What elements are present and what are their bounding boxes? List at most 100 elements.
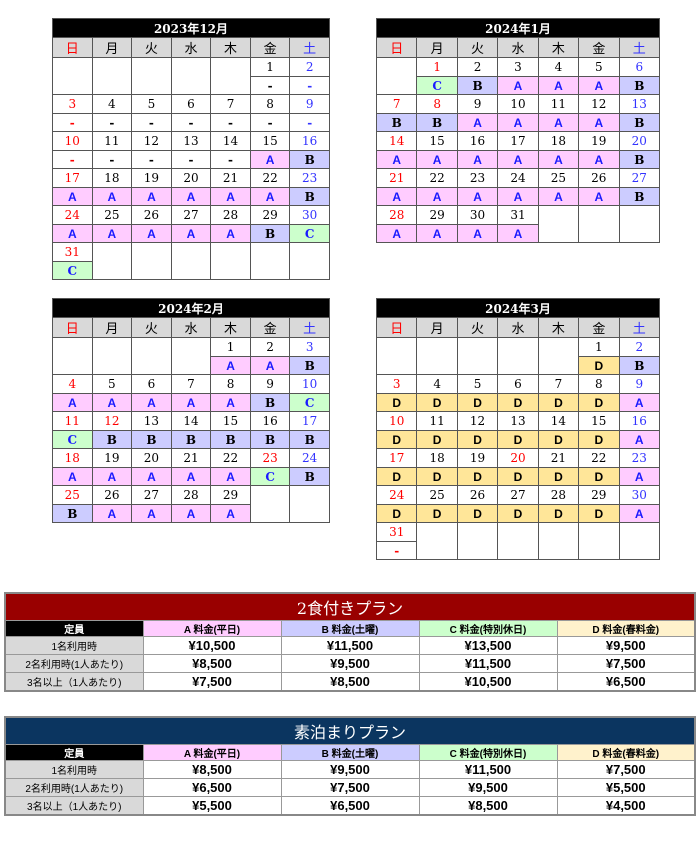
empty-cell bbox=[170, 57, 212, 95]
calendar-title: 2023年12月 bbox=[52, 18, 330, 38]
plan-header-cell: C 料金(特別休日) bbox=[418, 744, 558, 761]
date-cell: 29 bbox=[210, 485, 251, 505]
plan-row-label: 3名以上（1人あたり) bbox=[4, 672, 144, 692]
date-cell: 24 bbox=[497, 168, 539, 188]
rate-cell: A bbox=[375, 150, 418, 169]
date-cell: 4 bbox=[91, 94, 133, 114]
price-cell: ¥8,500 bbox=[418, 796, 558, 816]
empty-cell bbox=[170, 337, 212, 375]
plan-row: 2名利用時(1人あたり) ¥8,500 ¥9,500 ¥11,500 ¥7,500 bbox=[4, 654, 696, 673]
date-cell: 9 bbox=[289, 94, 330, 114]
plan-title: 2食付きプラン bbox=[4, 592, 696, 621]
price-cell: ¥6,500 bbox=[142, 778, 282, 797]
rate-cell: B bbox=[618, 76, 661, 95]
empty-cell bbox=[537, 337, 580, 375]
weekday-label: 木 bbox=[537, 37, 580, 58]
rate-row: - bbox=[375, 541, 660, 560]
date-cell: 1 bbox=[578, 337, 620, 357]
date-row: 10 11 12 13 14 15 16 bbox=[52, 131, 330, 151]
empty-cell bbox=[170, 242, 212, 280]
date-cell: 27 bbox=[170, 205, 212, 225]
rate-cell: B bbox=[131, 430, 172, 449]
rate-cell: A bbox=[456, 224, 499, 243]
date-cell: 19 bbox=[456, 448, 499, 468]
calendar-2024-02: 2024年2月日月火水木金土 1 2 3 A A B 4 5 6 7 8 9 10 A A A A A B C 11 12 1… bbox=[52, 298, 330, 523]
date-cell: 16 bbox=[249, 411, 291, 431]
date-cell: 9 bbox=[618, 374, 661, 394]
rate-cell: B bbox=[210, 430, 251, 449]
weekday-label: 金 bbox=[249, 317, 291, 338]
rate-cell: D bbox=[578, 430, 620, 449]
rate-cell: A bbox=[210, 187, 251, 206]
plan-header-cell: A 料金(平日) bbox=[142, 744, 282, 761]
rate-row: ------- bbox=[52, 113, 330, 132]
plan-header-row: 定員 A 料金(平日) B 料金(土曜) C 料金(特別休日) D 料金(春料金) bbox=[4, 620, 696, 637]
rate-cell: D bbox=[375, 504, 418, 523]
date-cell: 21 bbox=[375, 168, 418, 188]
rate-cell: - bbox=[289, 113, 330, 132]
date-cell: 7 bbox=[170, 374, 212, 394]
plan-title-row: 2食付きプラン bbox=[4, 592, 696, 621]
price-cell: ¥8,500 bbox=[280, 672, 420, 692]
rate-cell: A bbox=[52, 224, 93, 243]
rate-cell: A bbox=[249, 356, 291, 375]
date-cell: 6 bbox=[131, 374, 172, 394]
date-cell: 10 bbox=[375, 411, 418, 431]
rate-cell: A bbox=[537, 113, 580, 132]
rate-cell: A bbox=[416, 150, 458, 169]
date-cell: 31 bbox=[375, 522, 418, 542]
plan-row: 2名利用時(1人あたり) ¥6,500 ¥7,500 ¥9,500 ¥5,500 bbox=[4, 778, 696, 797]
rate-cell: B bbox=[249, 393, 291, 412]
rate-cell: - bbox=[210, 150, 251, 169]
date-cell: 14 bbox=[210, 131, 251, 151]
date-cell: 30 bbox=[456, 205, 499, 225]
date-cell: 8 bbox=[249, 94, 291, 114]
date-cell: 11 bbox=[537, 94, 580, 114]
rate-cell: B bbox=[375, 113, 418, 132]
empty-cell bbox=[289, 242, 330, 280]
date-cell: 2 bbox=[249, 337, 291, 357]
rate-cell: A bbox=[91, 467, 133, 486]
date-cell: 10 bbox=[497, 94, 539, 114]
weekday-label: 金 bbox=[578, 317, 620, 338]
price-cell: ¥11,500 bbox=[280, 636, 420, 655]
date-cell: 19 bbox=[131, 168, 172, 188]
rate-cell: D bbox=[416, 504, 458, 523]
date-cell: 4 bbox=[416, 374, 458, 394]
date-cell: 19 bbox=[91, 448, 133, 468]
weekday-label: 月 bbox=[416, 317, 458, 338]
plan-header-cell: D 料金(春料金) bbox=[556, 744, 696, 761]
rate-cell: A bbox=[91, 504, 133, 523]
plan-row: 3名以上（1人あたり) ¥5,500 ¥6,500 ¥8,500 ¥4,500 bbox=[4, 796, 696, 816]
plan-table-with-meals: 2食付きプラン 定員 A 料金(平日) B 料金(土曜) C 料金(特別休日) D 料金(… bbox=[4, 592, 696, 692]
rate-cell: C bbox=[52, 430, 93, 449]
rate-cell: B bbox=[289, 356, 330, 375]
empty-cell bbox=[497, 337, 539, 375]
date-cell: 8 bbox=[210, 374, 251, 394]
date-cell: 19 bbox=[578, 131, 620, 151]
date-cell: 1 bbox=[416, 57, 458, 77]
price-cell: ¥10,500 bbox=[142, 636, 282, 655]
date-cell: 1 bbox=[249, 57, 291, 77]
date-cell: 5 bbox=[456, 374, 499, 394]
rate-cell: A bbox=[537, 76, 580, 95]
weekday-label: 土 bbox=[618, 317, 661, 338]
date-cell: 24 bbox=[52, 205, 93, 225]
rate-cell: A bbox=[537, 187, 580, 206]
rate-cell: A bbox=[578, 187, 620, 206]
date-cell: 14 bbox=[375, 131, 418, 151]
rate-cell: A bbox=[456, 150, 499, 169]
date-cell: 18 bbox=[537, 131, 580, 151]
rate-cell: B bbox=[91, 430, 133, 449]
rate-cell: C bbox=[289, 393, 330, 412]
date-cell: 29 bbox=[578, 485, 620, 505]
date-cell: 6 bbox=[170, 94, 212, 114]
date-cell: 21 bbox=[170, 448, 212, 468]
weekday-label: 水 bbox=[170, 37, 212, 58]
